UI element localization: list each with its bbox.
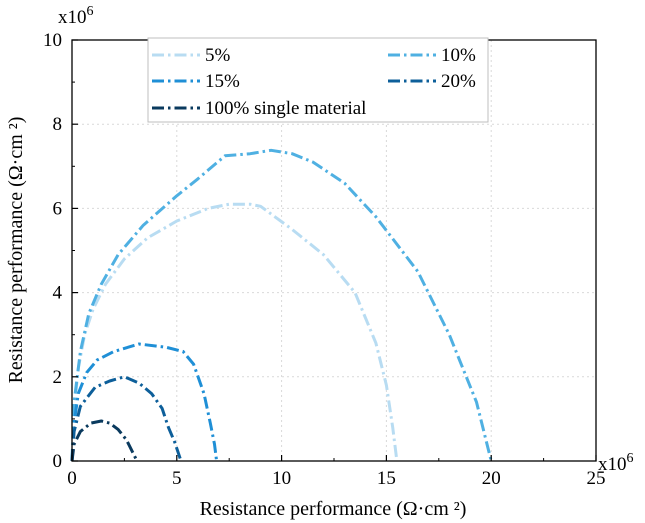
- series-line-1: [70, 202, 399, 462]
- legend-label: 10%: [441, 45, 476, 66]
- x-tick-label: 10: [272, 468, 291, 489]
- y-axis-title: Resistance performance (Ω·cm ²): [5, 117, 27, 384]
- y-tick-label: 0: [53, 451, 63, 472]
- series-line-5: [70, 419, 139, 462]
- y-tick-label: 8: [53, 114, 63, 135]
- y-axis-multiplier: x106: [58, 4, 94, 28]
- x-axis-multiplier: x106: [598, 451, 634, 475]
- y-tick-label: 2: [53, 367, 63, 388]
- legend-label: 20%: [441, 71, 476, 92]
- legend-label: 5%: [205, 45, 231, 66]
- legend-label: 15%: [205, 71, 240, 92]
- axis-ticks: 0 5 10 15 20 25 0 2 4 6 8 10: [43, 30, 606, 489]
- y-tick-label: 10: [43, 30, 62, 51]
- x-tick-label: 15: [377, 468, 396, 489]
- series-line-2: [70, 148, 493, 462]
- x-axis-title: Resistance performance (Ω·cm ²): [200, 498, 467, 520]
- x-tick-label: 5: [172, 468, 182, 489]
- x-tick-label: 20: [482, 468, 501, 489]
- series-line-4: [70, 375, 183, 462]
- x-tick-label: 0: [67, 468, 77, 489]
- legend-box: [147, 37, 489, 123]
- legend: 5% 10% 15% 20% 100% single material: [147, 37, 489, 123]
- x-tick-label: 25: [587, 468, 606, 489]
- legend-label: 100% single material: [205, 98, 366, 119]
- y-tick-label: 4: [53, 283, 63, 304]
- series-lines: [70, 148, 493, 462]
- series-line-3: [70, 342, 219, 462]
- y-tick-label: 6: [53, 198, 63, 219]
